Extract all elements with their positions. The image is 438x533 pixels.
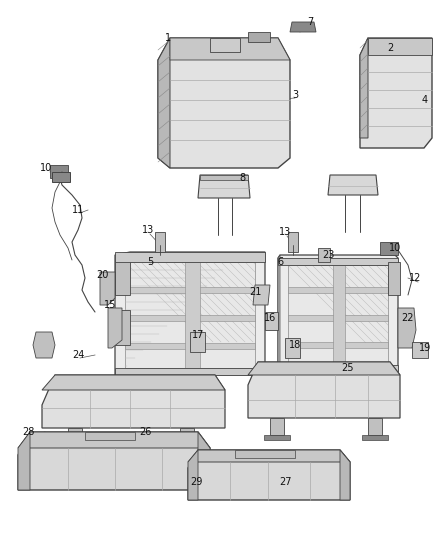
Text: 10: 10 [389, 243, 401, 253]
Text: 11: 11 [72, 205, 84, 215]
Text: 19: 19 [419, 343, 431, 353]
Polygon shape [388, 262, 400, 295]
Polygon shape [100, 272, 115, 305]
Text: 4: 4 [422, 95, 428, 105]
Polygon shape [285, 338, 300, 358]
Polygon shape [278, 365, 398, 372]
Polygon shape [248, 362, 400, 375]
Polygon shape [180, 428, 194, 445]
Polygon shape [265, 312, 278, 330]
Text: 18: 18 [289, 340, 301, 350]
Polygon shape [115, 252, 265, 375]
Polygon shape [198, 175, 250, 198]
Text: 6: 6 [277, 257, 283, 267]
Polygon shape [18, 432, 210, 490]
Polygon shape [50, 165, 68, 178]
Polygon shape [190, 332, 205, 352]
Polygon shape [210, 38, 240, 52]
Polygon shape [170, 38, 290, 60]
Text: 3: 3 [292, 90, 298, 100]
Polygon shape [108, 308, 122, 348]
Polygon shape [115, 252, 265, 262]
Text: 29: 29 [190, 477, 202, 487]
Polygon shape [158, 38, 290, 168]
Text: 15: 15 [104, 300, 116, 310]
Polygon shape [115, 260, 130, 295]
Polygon shape [264, 435, 290, 440]
Polygon shape [360, 38, 432, 148]
Polygon shape [278, 255, 398, 372]
Text: 16: 16 [264, 313, 276, 323]
Text: 7: 7 [307, 17, 313, 27]
Polygon shape [155, 232, 165, 252]
Polygon shape [288, 315, 388, 321]
Polygon shape [278, 258, 398, 265]
Polygon shape [288, 287, 388, 293]
Polygon shape [188, 450, 350, 462]
Polygon shape [188, 450, 198, 500]
Polygon shape [188, 450, 350, 500]
Text: 8: 8 [239, 173, 245, 183]
Text: 23: 23 [322, 250, 334, 260]
Polygon shape [125, 287, 255, 293]
Polygon shape [185, 262, 200, 368]
Polygon shape [360, 38, 368, 138]
Polygon shape [115, 310, 130, 345]
Polygon shape [380, 242, 398, 255]
Polygon shape [42, 375, 225, 390]
Polygon shape [248, 32, 270, 42]
Polygon shape [235, 450, 295, 458]
Polygon shape [253, 285, 270, 305]
Text: 17: 17 [192, 330, 204, 340]
Polygon shape [362, 435, 388, 440]
Polygon shape [368, 418, 382, 435]
Polygon shape [340, 450, 350, 500]
Polygon shape [198, 432, 210, 490]
Polygon shape [200, 175, 248, 180]
Polygon shape [125, 262, 255, 368]
Polygon shape [174, 445, 200, 450]
Text: 21: 21 [249, 287, 261, 297]
Text: 20: 20 [96, 270, 108, 280]
Polygon shape [398, 308, 416, 348]
Polygon shape [278, 255, 280, 372]
Polygon shape [125, 343, 255, 349]
Polygon shape [42, 375, 225, 428]
Polygon shape [68, 428, 82, 445]
Polygon shape [248, 362, 400, 418]
Polygon shape [290, 22, 316, 32]
Polygon shape [18, 432, 30, 490]
Polygon shape [115, 368, 265, 375]
Polygon shape [288, 232, 298, 252]
Text: 25: 25 [341, 363, 353, 373]
Polygon shape [125, 315, 255, 321]
Polygon shape [18, 432, 210, 448]
Text: 26: 26 [139, 427, 151, 437]
Text: 27: 27 [279, 477, 291, 487]
Text: 24: 24 [72, 350, 84, 360]
Polygon shape [33, 332, 55, 358]
Polygon shape [85, 432, 135, 440]
Polygon shape [270, 418, 284, 435]
Text: 13: 13 [279, 227, 291, 237]
Polygon shape [318, 248, 330, 262]
Polygon shape [328, 175, 378, 195]
Polygon shape [52, 172, 70, 182]
Polygon shape [62, 445, 88, 450]
Text: 12: 12 [409, 273, 421, 283]
Text: 22: 22 [402, 313, 414, 323]
Text: 1: 1 [165, 33, 171, 43]
Polygon shape [288, 342, 388, 348]
Polygon shape [158, 38, 170, 168]
Text: 13: 13 [142, 225, 154, 235]
Text: 28: 28 [22, 427, 34, 437]
Text: 5: 5 [147, 257, 153, 267]
Polygon shape [288, 265, 388, 365]
Polygon shape [412, 342, 428, 358]
Polygon shape [368, 38, 432, 55]
Polygon shape [333, 265, 345, 365]
Text: 2: 2 [387, 43, 393, 53]
Text: 10: 10 [40, 163, 52, 173]
